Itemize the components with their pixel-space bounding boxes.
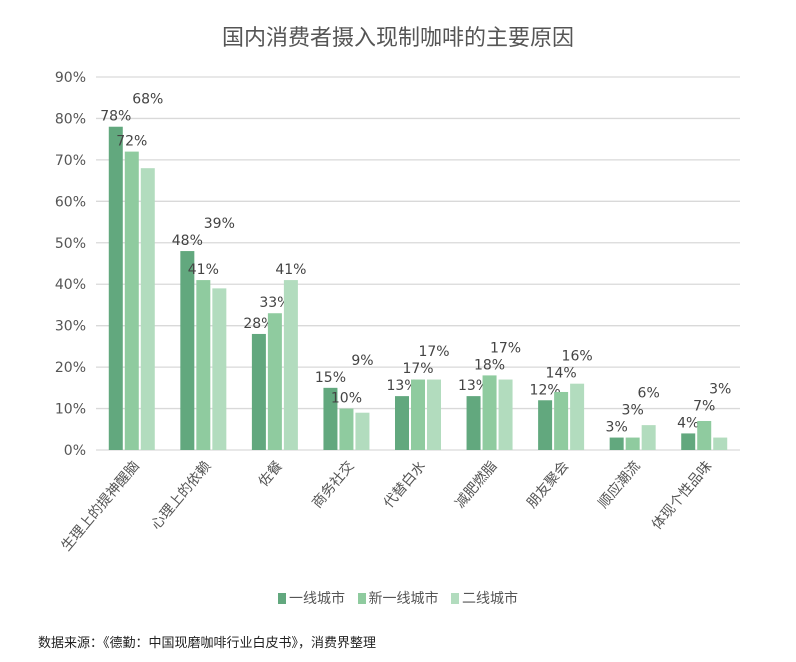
data-label: 7%: [693, 398, 715, 414]
data-label: 33%: [259, 295, 290, 311]
x-tick-label: 减肥燃脂: [452, 458, 501, 512]
data-label: 18%: [474, 357, 505, 373]
legend-swatch: [450, 592, 459, 604]
data-label: 16%: [562, 348, 593, 364]
data-label: 17%: [490, 340, 521, 356]
x-tick-label: 生理上的提神醒脑: [59, 458, 143, 554]
data-label: 6%: [638, 386, 660, 402]
legend-swatch: [278, 592, 287, 604]
bar: [180, 251, 195, 450]
data-label: 14%: [546, 365, 577, 381]
y-tick-label: 70%: [55, 153, 86, 169]
data-label: 68%: [132, 92, 163, 108]
y-tick-label: 40%: [55, 277, 86, 293]
data-label: 10%: [331, 391, 362, 407]
x-tick-label: 商务社交: [308, 458, 357, 512]
bar: [395, 396, 409, 450]
bar: [427, 379, 441, 450]
data-label: 12%: [530, 382, 561, 398]
bar: [339, 408, 354, 450]
legend-swatch: [357, 592, 366, 604]
data-label: 9%: [351, 353, 373, 369]
bar: [498, 379, 513, 450]
legend-item-tier1: 一线城市: [278, 588, 345, 608]
x-tick-label: 朋友聚会: [524, 458, 572, 511]
data-label: 78%: [100, 109, 131, 125]
legend-label: 新一线城市: [368, 591, 439, 607]
data-label: 15%: [315, 370, 346, 386]
data-label: 13%: [386, 378, 417, 394]
bar: [251, 333, 266, 450]
bar: [196, 280, 211, 450]
bar: [323, 387, 338, 450]
bar: [212, 288, 227, 450]
y-tick-label: 20%: [55, 360, 86, 376]
y-tick-label: 80%: [55, 111, 86, 127]
bar: [538, 400, 553, 450]
bar: [681, 433, 696, 450]
data-label: 17%: [418, 344, 449, 360]
y-tick-label: 90%: [55, 70, 86, 86]
y-tick-label: 50%: [55, 236, 86, 252]
bar: [283, 280, 298, 450]
chart-title: 国内消费者摄入现制咖啡的主要原因: [221, 26, 574, 51]
legend-item-tier2: 二线城市: [450, 588, 518, 608]
x-tick-label: 心理上的依赖: [148, 458, 214, 533]
bar: [466, 396, 481, 450]
bar: [570, 383, 585, 450]
bar: [355, 412, 370, 450]
data-label: 41%: [188, 262, 219, 278]
legend-item-new-tier1: 新一线城市: [357, 588, 439, 608]
bar: [641, 425, 656, 450]
data-label: 17%: [402, 361, 433, 377]
bar: [482, 375, 497, 450]
bar: [108, 126, 123, 450]
y-tick-label: 30%: [55, 319, 86, 335]
data-label: 48%: [172, 233, 203, 249]
y-tick-label: 60%: [55, 194, 86, 210]
x-tick-label: 顺应潮流: [595, 458, 644, 512]
data-label: 13%: [458, 378, 489, 394]
legend: 一线城市 新一线城市 二线城市: [0, 588, 796, 608]
legend-label: 二线城市: [461, 591, 518, 607]
bar: [411, 379, 425, 450]
data-label: 3%: [709, 381, 731, 397]
y-tick-label: 0%: [64, 443, 86, 459]
legend-label: 一线城市: [289, 591, 346, 607]
source-note: 数据来源：《德勤：中国现磨咖啡行业白皮书》，消费界整理: [38, 636, 377, 651]
x-tick-label: 体现个性品味: [649, 458, 715, 533]
bar: [554, 391, 569, 450]
bar: [124, 151, 139, 450]
data-label: 4%: [677, 415, 699, 431]
data-label: 72%: [116, 134, 147, 150]
bar: [609, 437, 624, 450]
data-label: 28%: [243, 316, 274, 332]
bar: [140, 168, 155, 450]
bar: [697, 420, 712, 450]
data-label: 3%: [622, 403, 644, 419]
data-label: 39%: [204, 216, 235, 232]
bar: [625, 437, 640, 450]
y-tick-label: 10%: [55, 402, 86, 418]
x-tick-label: 佐餐: [256, 458, 286, 490]
bar: [267, 313, 282, 450]
bar: [713, 437, 728, 450]
data-label: 3%: [606, 420, 628, 436]
x-tick-label: 代替白水: [381, 458, 429, 511]
data-label: 41%: [275, 262, 306, 278]
